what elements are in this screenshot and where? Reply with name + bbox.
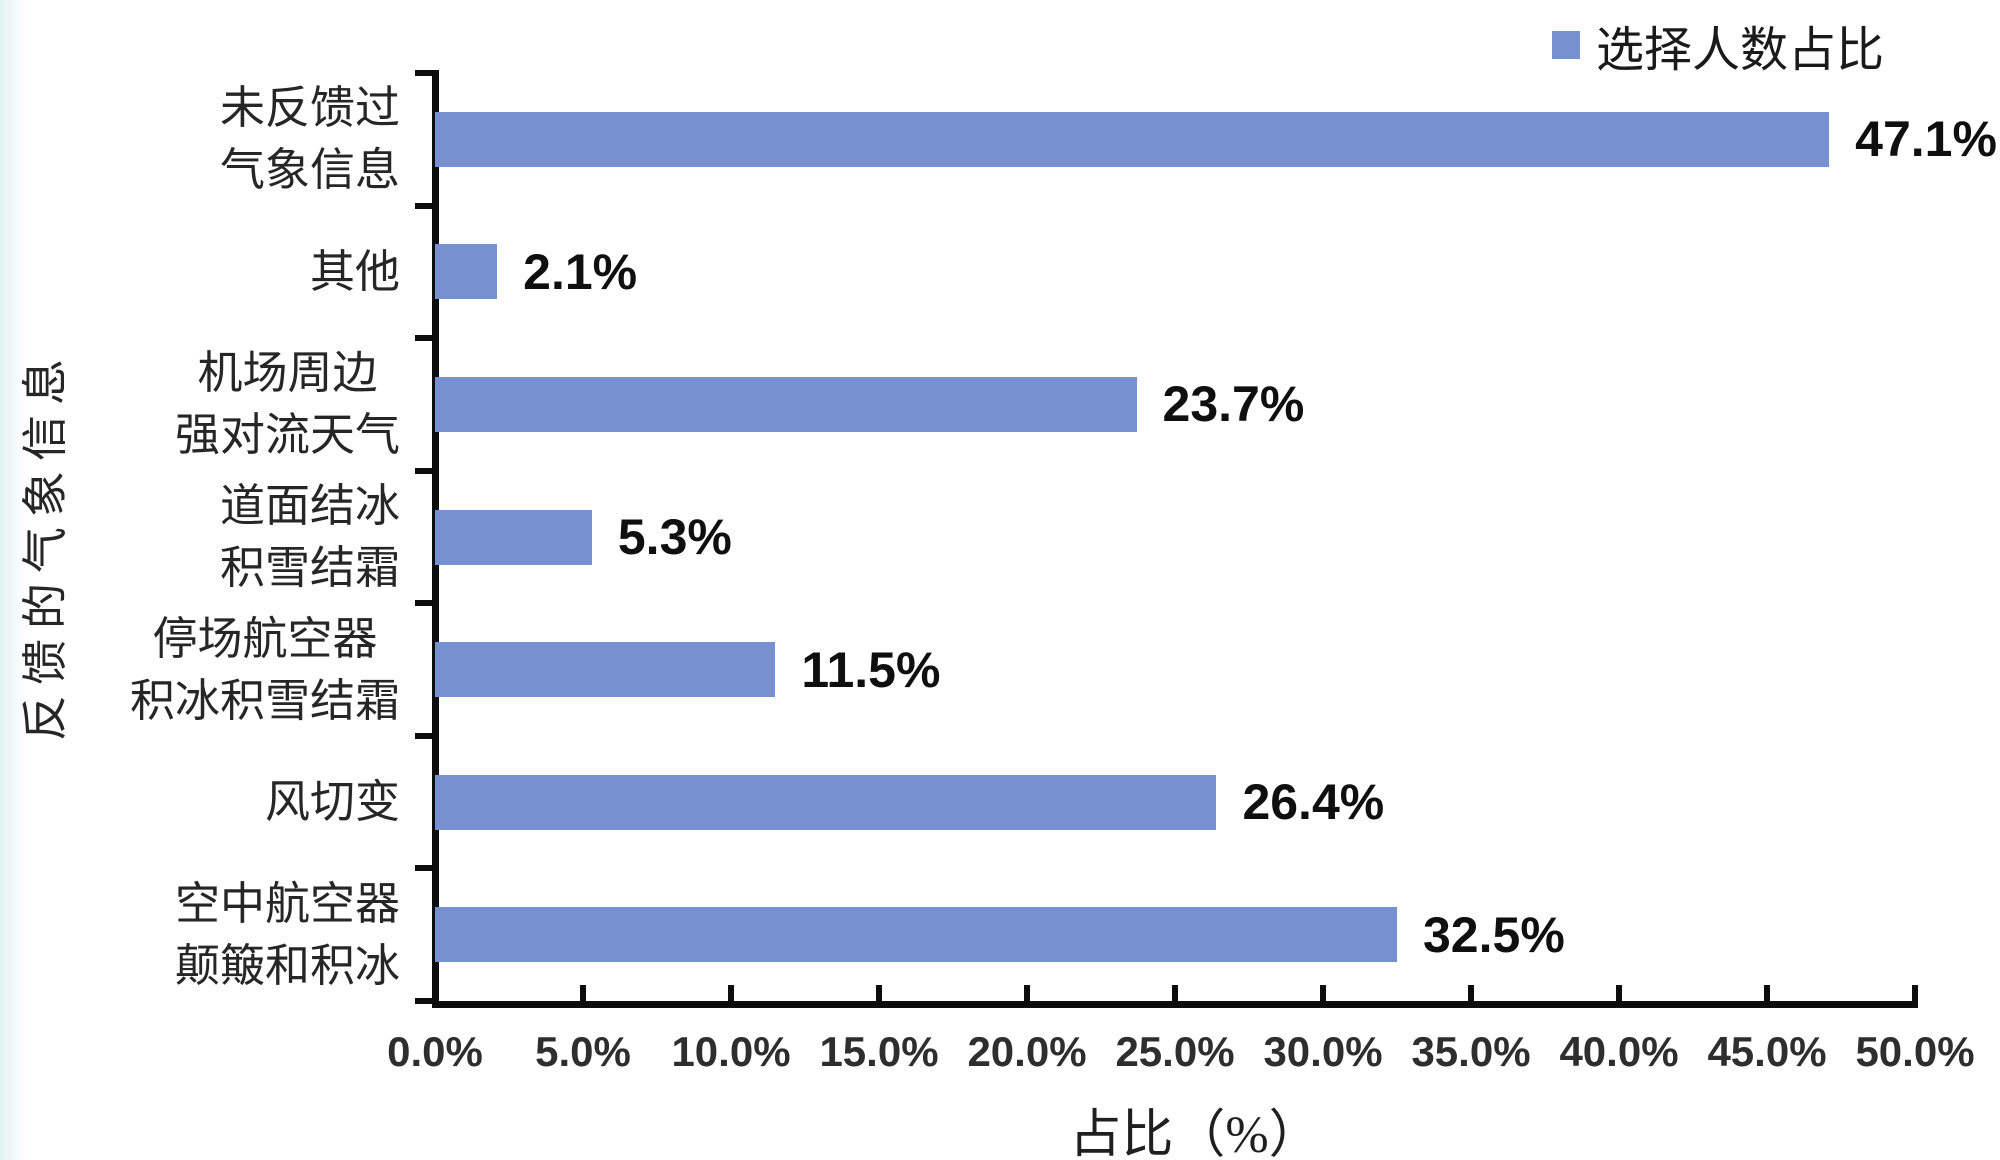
category-label-row: 停场航空器 积冰积雪结霜 bbox=[0, 603, 400, 736]
bar bbox=[435, 642, 776, 698]
y-axis-tick bbox=[415, 70, 432, 76]
x-axis-tick-label: 10.0% bbox=[671, 1028, 791, 1075]
bar bbox=[435, 376, 1137, 432]
bar-value-label: 23.7% bbox=[1162, 376, 1305, 433]
x-axis-tick bbox=[1616, 985, 1622, 1001]
bar-value-label: 11.5% bbox=[801, 641, 941, 698]
x-axis-tick-label: 30.0% bbox=[1263, 1028, 1383, 1075]
x-axis-tick-label: 35.0% bbox=[1411, 1028, 1531, 1075]
x-axis-tick-label: 5.0% bbox=[535, 1028, 631, 1075]
y-axis-tick bbox=[415, 600, 432, 607]
bar-value-label: 47.1% bbox=[1855, 111, 1997, 168]
bar-value-label: 26.4% bbox=[1242, 774, 1385, 831]
category-label: 风切变 bbox=[264, 777, 400, 828]
x-axis-tick-label: 40.0% bbox=[1559, 1028, 1679, 1075]
bar-value-label: 2.1% bbox=[523, 243, 638, 300]
bar bbox=[435, 244, 498, 300]
category-label: 道面结冰 积雪结霜 bbox=[219, 480, 400, 593]
category-label: 停场航空器 积冰积雪结霜 bbox=[129, 613, 400, 726]
category-label-row: 空中航空器 颠簸和积冰 bbox=[0, 868, 400, 1001]
bar bbox=[435, 111, 1830, 167]
x-axis-tick-label: 15.0% bbox=[819, 1028, 939, 1075]
category-label-row: 未反馈过 气象信息 bbox=[0, 73, 400, 206]
legend-label: 选择人数占比 bbox=[1596, 24, 1885, 77]
x-axis-tick-label: 45.0% bbox=[1707, 1028, 1827, 1075]
x-axis-tick-label: 25.0% bbox=[1115, 1028, 1235, 1075]
y-axis-tick bbox=[415, 998, 432, 1004]
y-axis-tick bbox=[415, 732, 432, 739]
bar bbox=[435, 774, 1217, 830]
x-axis-tick bbox=[1172, 985, 1178, 1001]
category-label-row: 其他 bbox=[0, 206, 400, 339]
x-axis-tick bbox=[876, 985, 882, 1001]
x-axis-tick-label: 50.0% bbox=[1855, 1028, 1975, 1075]
bar bbox=[435, 907, 1397, 963]
x-axis-tick bbox=[580, 985, 586, 1001]
x-axis-tick-label: 0.0% bbox=[387, 1028, 483, 1075]
y-axis-tick bbox=[415, 865, 432, 872]
category-label: 其他 bbox=[309, 246, 400, 297]
category-label-row: 道面结冰 积雪结霜 bbox=[0, 471, 400, 604]
x-axis-tick bbox=[1468, 985, 1474, 1001]
x-axis-title: 占比（%） bbox=[1069, 1107, 1321, 1160]
y-axis-tick bbox=[415, 335, 432, 342]
bar bbox=[435, 509, 592, 565]
scan-edge-strip bbox=[0, 0, 26, 1160]
bar-value-label: 32.5% bbox=[1423, 906, 1565, 963]
x-axis-line bbox=[432, 1001, 1918, 1008]
legend-swatch-icon bbox=[1552, 31, 1580, 59]
bar-value-label: 5.3% bbox=[617, 509, 732, 565]
legend: 选择人数占比 bbox=[1552, 10, 1884, 80]
x-axis-tick bbox=[728, 985, 734, 1001]
category-label-row: 机场周边 强对流天气 bbox=[0, 338, 400, 471]
category-label-row: 风切变 bbox=[0, 736, 400, 869]
x-axis-tick bbox=[1912, 985, 1918, 1001]
category-label: 机场周边 强对流天气 bbox=[174, 348, 400, 461]
x-axis-tick-label: 20.0% bbox=[967, 1028, 1087, 1075]
x-axis-tick bbox=[1320, 985, 1326, 1001]
y-axis-tick bbox=[415, 467, 432, 474]
y-axis-tick bbox=[415, 202, 432, 209]
x-axis-tick bbox=[1764, 985, 1770, 1001]
x-axis-tick bbox=[1024, 985, 1030, 1001]
category-label: 空中航空器 颠簸和积冰 bbox=[174, 878, 400, 991]
category-label: 未反馈过 气象信息 bbox=[219, 83, 400, 196]
